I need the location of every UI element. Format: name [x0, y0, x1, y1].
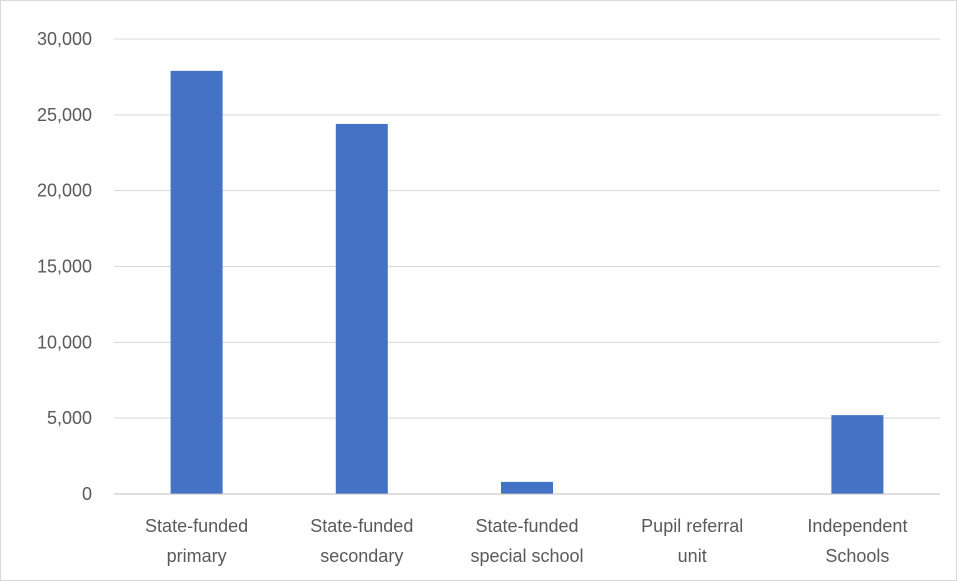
x-category-label: State-funded special school — [470, 516, 583, 566]
x-category-label-line: Independent — [807, 516, 907, 536]
x-category-label-line: State-funded — [475, 516, 578, 536]
y-tick-label: 30,000 — [37, 29, 92, 49]
x-category-label: State-funded primary — [145, 516, 248, 566]
y-tick-label: 20,000 — [37, 181, 92, 201]
bar — [170, 70, 223, 494]
x-category-label-line: secondary — [320, 546, 403, 566]
x-axis-category-labels: State-funded primary State-funded secondary… — [145, 516, 907, 566]
bar — [335, 123, 388, 494]
bar — [831, 415, 884, 494]
y-axis-tick-labels: 0 5,000 10,000 15,000 20,000 25,000 30,000 — [37, 29, 92, 504]
x-category-label-line: State-funded — [310, 516, 413, 536]
y-tick-label: 10,000 — [37, 332, 92, 352]
x-category-label-line: State-funded — [145, 516, 248, 536]
y-tick-label: 5,000 — [47, 408, 92, 428]
gridlines — [114, 38, 940, 419]
x-category-label-line: primary — [167, 546, 227, 566]
x-category-label-line: special school — [470, 546, 583, 566]
x-category-label-line: Schools — [825, 546, 889, 566]
y-tick-label: 0 — [82, 484, 92, 504]
y-tick-label: 15,000 — [37, 257, 92, 277]
bar — [501, 481, 553, 494]
y-tick-label: 25,000 — [37, 105, 92, 125]
x-category-label-line: Pupil referral — [641, 516, 743, 536]
bars — [170, 70, 884, 494]
x-category-label-line: unit — [678, 546, 707, 566]
x-category-label: Pupil referral unit — [641, 516, 743, 566]
x-category-label: Independent Schools — [807, 516, 907, 566]
x-category-label: State-funded secondary — [310, 516, 413, 566]
